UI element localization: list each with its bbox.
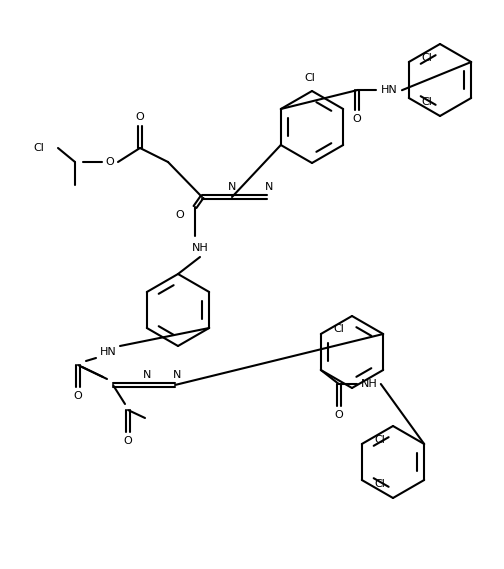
Text: Cl: Cl xyxy=(375,435,386,445)
Text: Cl: Cl xyxy=(304,73,316,83)
Text: N: N xyxy=(265,182,273,192)
Text: Cl: Cl xyxy=(422,97,433,107)
Text: O: O xyxy=(106,157,114,167)
Text: O: O xyxy=(136,112,144,122)
Text: O: O xyxy=(74,391,82,401)
Text: O: O xyxy=(353,114,361,124)
Text: N: N xyxy=(143,370,151,380)
Text: Cl: Cl xyxy=(422,53,433,63)
Text: N: N xyxy=(173,370,181,380)
Text: O: O xyxy=(335,410,343,420)
Text: O: O xyxy=(175,210,184,220)
Text: Cl: Cl xyxy=(334,324,345,334)
Text: Cl: Cl xyxy=(33,143,44,153)
Text: NH: NH xyxy=(360,379,377,389)
Text: HN: HN xyxy=(381,85,397,95)
Text: HN: HN xyxy=(100,347,116,357)
Text: NH: NH xyxy=(192,243,208,253)
Text: Cl: Cl xyxy=(375,479,386,489)
Text: O: O xyxy=(123,436,133,446)
Text: N: N xyxy=(228,182,236,192)
